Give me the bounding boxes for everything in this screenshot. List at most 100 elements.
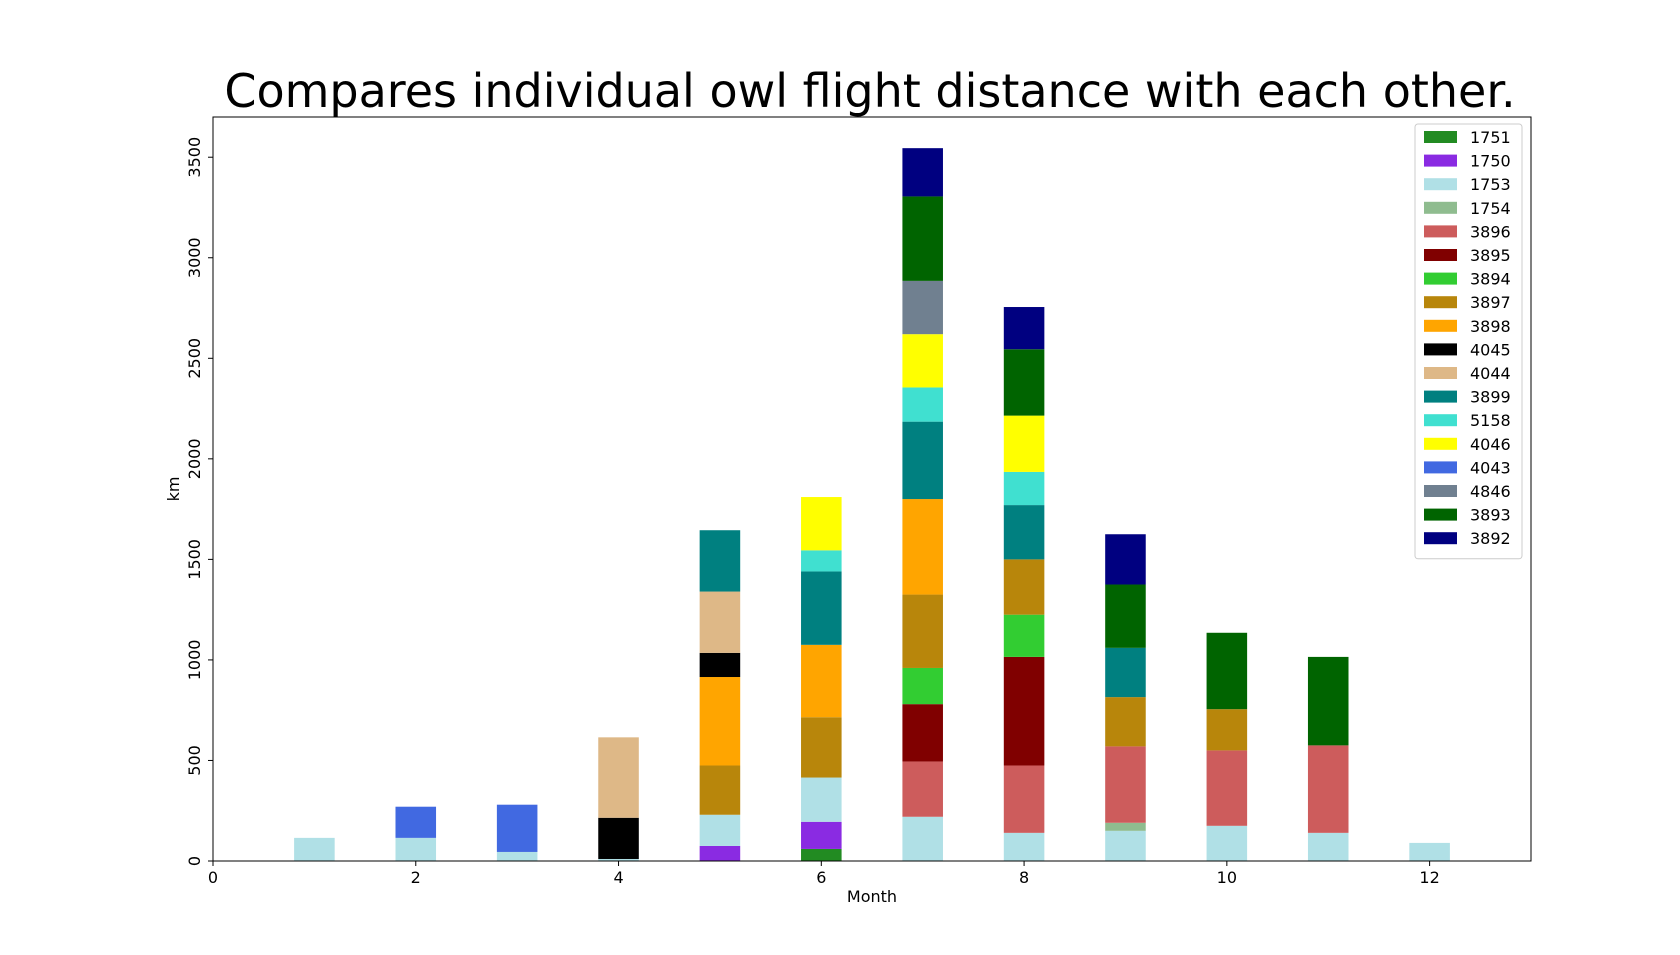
bar-3895-month-7 bbox=[902, 704, 943, 762]
bar-5158-month-6 bbox=[801, 550, 842, 572]
x-tick-label: 8 bbox=[1019, 868, 1029, 887]
bar-3893-month-11 bbox=[1307, 656, 1349, 746]
bar-3898-month-7 bbox=[902, 499, 943, 595]
bar-1753-month-2 bbox=[395, 837, 437, 861]
bar-3897-month-10 bbox=[1206, 709, 1248, 751]
x-tick-label: 12 bbox=[1419, 868, 1439, 887]
legend-label-3893: 3893 bbox=[1470, 506, 1511, 525]
bar-3893-month-8 bbox=[1003, 349, 1045, 416]
legend-label-4045: 4045 bbox=[1470, 340, 1511, 359]
bar-1753-month-5 bbox=[699, 814, 741, 846]
bar-3899-month-5 bbox=[699, 530, 741, 592]
y-tick-label: 1500 bbox=[185, 539, 204, 580]
bar-1753-month-10 bbox=[1206, 825, 1248, 861]
legend-swatch-1751 bbox=[1424, 131, 1457, 143]
bar-1753-month-9 bbox=[1105, 830, 1146, 861]
bar-3899-month-9 bbox=[1105, 647, 1146, 698]
bar-3896-month-9 bbox=[1105, 746, 1146, 823]
bar-4044-month-5 bbox=[699, 591, 741, 653]
x-tick-label: 6 bbox=[816, 868, 826, 887]
legend-label-4044: 4044 bbox=[1470, 364, 1511, 383]
plot-frame bbox=[212, 116, 1532, 862]
bar-4044-month-4 bbox=[598, 737, 639, 818]
chart-title: Compares individual owl flight distance … bbox=[224, 64, 1515, 118]
bar-1753-month-11 bbox=[1307, 832, 1349, 861]
legend-label-5158: 5158 bbox=[1470, 411, 1511, 430]
bar-3897-month-7 bbox=[902, 594, 943, 668]
legend-swatch-3897 bbox=[1424, 296, 1457, 309]
bar-3899-month-8 bbox=[1003, 505, 1045, 560]
y-axis-ticks: 0 500 1000 1500 2000 2500 3000 3500 bbox=[185, 137, 213, 866]
bar-1753-month-6 bbox=[801, 777, 842, 822]
bar-3896-month-10 bbox=[1206, 750, 1248, 826]
bar-1753-month-4 bbox=[598, 858, 639, 861]
bar-3897-month-8 bbox=[1003, 559, 1045, 615]
legend-swatch-3893 bbox=[1424, 508, 1457, 521]
legend-swatch-3896 bbox=[1424, 225, 1457, 238]
bar-5158-month-8 bbox=[1003, 471, 1045, 506]
bar-3893-month-10 bbox=[1206, 632, 1248, 710]
legend-swatch-5158 bbox=[1424, 414, 1457, 427]
legend-swatch-3892 bbox=[1424, 532, 1457, 545]
bar-3893-month-9 bbox=[1105, 584, 1146, 648]
y-tick-label: 1000 bbox=[185, 640, 204, 681]
legend-swatch-1753 bbox=[1424, 178, 1457, 191]
legend-label-4043: 4043 bbox=[1470, 458, 1511, 477]
bar-3897-month-6 bbox=[801, 717, 842, 778]
bar-1751-month-6 bbox=[801, 848, 842, 861]
bar-3898-month-6 bbox=[801, 644, 842, 718]
legend-label-3895: 3895 bbox=[1470, 246, 1511, 265]
legend-swatch-3895 bbox=[1424, 249, 1457, 261]
y-tick-label: 0 bbox=[185, 856, 204, 866]
bar-4046-month-6 bbox=[801, 497, 842, 551]
bar-1753-month-12 bbox=[1409, 842, 1450, 861]
bar-4043-month-2 bbox=[395, 806, 437, 838]
bar-3896-month-8 bbox=[1003, 765, 1045, 833]
x-tick-label: 2 bbox=[411, 868, 421, 887]
legend-label-3897: 3897 bbox=[1470, 293, 1511, 312]
x-axis-ticks: 0 2 4 6 8 10 12 bbox=[208, 861, 1440, 887]
bar-3892-month-9 bbox=[1105, 534, 1146, 585]
legend-label-1754: 1754 bbox=[1470, 199, 1511, 218]
bar-1754-month-9 bbox=[1105, 822, 1146, 831]
bar-3899-month-6 bbox=[801, 571, 842, 645]
bar-3892-month-8 bbox=[1003, 307, 1045, 350]
legend-swatch-3898 bbox=[1424, 319, 1457, 332]
bar-4846-month-7 bbox=[902, 280, 943, 335]
legend-swatch-3899 bbox=[1424, 390, 1457, 403]
bar-3896-month-7 bbox=[902, 761, 943, 817]
bar-1753-month-8 bbox=[1003, 832, 1045, 861]
y-tick-label: 3500 bbox=[185, 137, 204, 178]
y-tick-label: 3000 bbox=[185, 237, 204, 278]
bar-3895-month-8 bbox=[1003, 656, 1045, 766]
bar-4045-month-5 bbox=[699, 652, 741, 678]
legend-label-3899: 3899 bbox=[1470, 388, 1511, 407]
legend-swatch-4846 bbox=[1424, 485, 1457, 497]
bar-3893-month-7 bbox=[902, 196, 943, 281]
bar-3894-month-8 bbox=[1003, 614, 1045, 657]
legend-label-3898: 3898 bbox=[1470, 317, 1511, 336]
bar-4046-month-7 bbox=[902, 334, 943, 388]
bar-5158-month-7 bbox=[902, 387, 943, 422]
legend-swatch-4044 bbox=[1424, 367, 1457, 379]
x-tick-label: 0 bbox=[208, 868, 218, 887]
bar-3899-month-7 bbox=[902, 421, 943, 500]
x-tick-label: 4 bbox=[613, 868, 623, 887]
legend-label-3896: 3896 bbox=[1470, 222, 1511, 241]
bar-3896-month-11 bbox=[1307, 745, 1349, 833]
y-axis-label: km bbox=[164, 477, 183, 502]
legend-swatch-1750 bbox=[1424, 154, 1457, 167]
legend-label-4846: 4846 bbox=[1470, 482, 1511, 501]
y-tick-label: 2000 bbox=[185, 438, 204, 479]
bar-1750-month-6 bbox=[801, 821, 842, 849]
x-tick-label: 10 bbox=[1217, 868, 1237, 887]
legend-label-1753: 1753 bbox=[1470, 175, 1511, 194]
bar-3897-month-5 bbox=[699, 765, 741, 815]
bar-1753-month-1 bbox=[294, 837, 335, 861]
legend-label-3894: 3894 bbox=[1470, 270, 1511, 289]
bar-4045-month-4 bbox=[598, 817, 639, 859]
bars bbox=[294, 148, 1450, 861]
bar-4046-month-8 bbox=[1003, 415, 1045, 472]
legend-swatch-1754 bbox=[1424, 201, 1457, 214]
